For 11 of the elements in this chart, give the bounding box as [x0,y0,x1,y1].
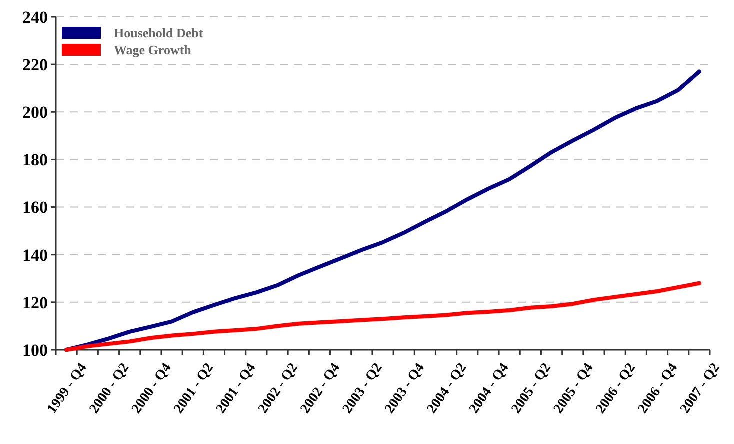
y-tick-label: 220 [22,56,48,75]
y-tick-label: 140 [22,246,48,265]
y-tick-label: 200 [22,103,48,122]
legend-label: Wage Growth [114,42,192,58]
y-tick-label: 240 [22,8,48,27]
y-tick-label: 160 [22,198,48,218]
line-series [64,281,702,352]
y-tick-label: 100 [22,340,48,360]
y-tick-label: 180 [22,150,48,170]
legend-label: Household Debt [114,26,204,41]
y-tick-label: 120 [22,293,48,312]
